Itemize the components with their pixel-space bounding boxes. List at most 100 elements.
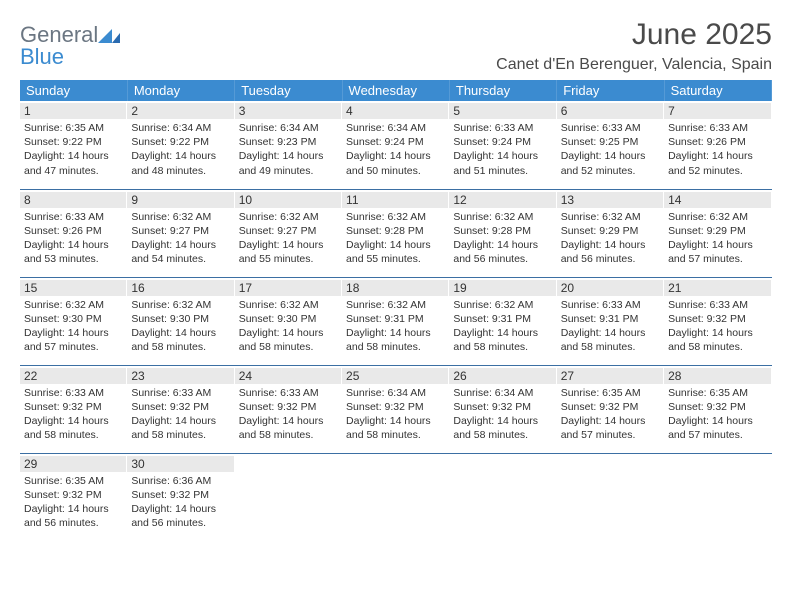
sunset-text: Sunset: 9:31 PM — [561, 312, 660, 326]
day-details: Sunrise: 6:33 AMSunset: 9:26 PMDaylight:… — [668, 121, 767, 178]
sunset-text: Sunset: 9:26 PM — [668, 135, 767, 149]
weekday-header: Saturday — [664, 80, 771, 101]
day-number: 23 — [127, 368, 234, 384]
sunset-text: Sunset: 9:25 PM — [561, 135, 660, 149]
day-number: 25 — [342, 368, 449, 384]
calendar-day-cell — [342, 453, 449, 541]
sunset-text: Sunset: 9:32 PM — [668, 400, 767, 414]
day-number: 2 — [127, 103, 234, 119]
day-details: Sunrise: 6:32 AMSunset: 9:31 PMDaylight:… — [346, 298, 445, 355]
calendar-day-cell: 9Sunrise: 6:32 AMSunset: 9:27 PMDaylight… — [127, 189, 234, 277]
calendar-day-cell: 7Sunrise: 6:33 AMSunset: 9:26 PMDaylight… — [664, 101, 771, 189]
day-details: Sunrise: 6:33 AMSunset: 9:32 PMDaylight:… — [668, 298, 767, 355]
day-number: 18 — [342, 280, 449, 296]
sunrise-text: Sunrise: 6:33 AM — [668, 121, 767, 135]
daylight-text: Daylight: 14 hours and 52 minutes. — [561, 149, 660, 177]
daylight-text: Daylight: 14 hours and 55 minutes. — [239, 238, 338, 266]
sunrise-text: Sunrise: 6:35 AM — [561, 386, 660, 400]
logo-mark-icon — [98, 22, 120, 47]
sunset-text: Sunset: 9:23 PM — [239, 135, 338, 149]
day-details: Sunrise: 6:36 AMSunset: 9:32 PMDaylight:… — [131, 474, 230, 531]
sunrise-text: Sunrise: 6:32 AM — [131, 298, 230, 312]
sunrise-text: Sunrise: 6:32 AM — [346, 210, 445, 224]
sunrise-text: Sunrise: 6:33 AM — [239, 386, 338, 400]
daylight-text: Daylight: 14 hours and 57 minutes. — [24, 326, 123, 354]
calendar-day-cell — [235, 453, 342, 541]
sunrise-text: Sunrise: 6:32 AM — [453, 298, 552, 312]
calendar-day-cell: 8Sunrise: 6:33 AMSunset: 9:26 PMDaylight… — [20, 189, 127, 277]
day-number: 13 — [557, 192, 664, 208]
logo: General Blue — [20, 24, 120, 68]
sunset-text: Sunset: 9:30 PM — [239, 312, 338, 326]
daylight-text: Daylight: 14 hours and 56 minutes. — [561, 238, 660, 266]
sunset-text: Sunset: 9:32 PM — [24, 400, 123, 414]
day-number: 29 — [20, 456, 127, 472]
page-title: June 2025 — [496, 18, 772, 52]
day-details: Sunrise: 6:32 AMSunset: 9:27 PMDaylight:… — [239, 210, 338, 267]
daylight-text: Daylight: 14 hours and 58 minutes. — [239, 414, 338, 442]
calendar-day-cell: 28Sunrise: 6:35 AMSunset: 9:32 PMDayligh… — [664, 365, 771, 453]
daylight-text: Daylight: 14 hours and 58 minutes. — [453, 326, 552, 354]
calendar-day-cell: 11Sunrise: 6:32 AMSunset: 9:28 PMDayligh… — [342, 189, 449, 277]
calendar-day-cell: 15Sunrise: 6:32 AMSunset: 9:30 PMDayligh… — [20, 277, 127, 365]
sunset-text: Sunset: 9:24 PM — [346, 135, 445, 149]
day-number: 9 — [127, 192, 234, 208]
sunrise-text: Sunrise: 6:33 AM — [24, 210, 123, 224]
calendar-day-cell: 3 Sunrise: 6:34 AMSunset: 9:23 PMDaylight… — [235, 101, 342, 189]
calendar-day-cell: 20Sunrise: 6:33 AMSunset: 9:31 PMDayligh… — [557, 277, 664, 365]
day-details: Sunrise: 6:33 AMSunset: 9:32 PMDaylight:… — [24, 386, 123, 443]
daylight-text: Daylight: 14 hours and 57 minutes. — [668, 238, 767, 266]
day-details: Sunrise: 6:32 AMSunset: 9:28 PMDaylight:… — [453, 210, 552, 267]
day-details: Sunrise: 6:35 AMSunset: 9:32 PMDaylight:… — [668, 386, 767, 443]
day-details: Sunrise: 6:33 AMSunset: 9:32 PMDaylight:… — [131, 386, 230, 443]
calendar-day-cell: 29 Sunrise: 6:35 AMSunset: 9:32 PMDayligh… — [20, 453, 127, 541]
weekday-header: Thursday — [449, 80, 556, 101]
calendar-table: Sunday Monday Tuesday Wednesday Thursday… — [20, 80, 772, 541]
weekday-header: Sunday — [20, 80, 127, 101]
day-details: Sunrise: 6:35 AMSunset: 9:32 PMDaylight:… — [24, 474, 123, 531]
daylight-text: Daylight: 14 hours and 58 minutes. — [239, 326, 338, 354]
logo-text: General Blue — [20, 24, 120, 68]
day-details: Sunrise: 6:32 AMSunset: 9:30 PMDaylight:… — [239, 298, 338, 355]
sunset-text: Sunset: 9:27 PM — [131, 224, 230, 238]
day-details: Sunrise: 6:32 AMSunset: 9:30 PMDaylight:… — [131, 298, 230, 355]
day-details: Sunrise: 6:32 AMSunset: 9:29 PMDaylight:… — [561, 210, 660, 267]
day-details: Sunrise: 6:33 AMSunset: 9:25 PMDaylight:… — [561, 121, 660, 178]
sunset-text: Sunset: 9:30 PM — [131, 312, 230, 326]
daylight-text: Daylight: 14 hours and 53 minutes. — [24, 238, 123, 266]
day-number: 19 — [449, 280, 556, 296]
title-block: June 2025 Canet d'En Berenguer, Valencia… — [496, 18, 772, 74]
day-details: Sunrise: 6:34 AMSunset: 9:23 PMDaylight:… — [239, 121, 338, 178]
logo-text-b: Blue — [20, 44, 64, 69]
calendar-day-cell: 17 Sunrise: 6:32 AMSunset: 9:30 PMDayligh… — [235, 277, 342, 365]
sunrise-text: Sunrise: 6:33 AM — [24, 386, 123, 400]
calendar-day-cell — [664, 453, 771, 541]
daylight-text: Daylight: 14 hours and 58 minutes. — [24, 414, 123, 442]
sunset-text: Sunset: 9:32 PM — [131, 400, 230, 414]
day-number: 22 — [20, 368, 127, 384]
day-number: 26 — [449, 368, 556, 384]
calendar-body: 1 Sunrise: 6:35 AM Sunset: 9:22 PM Daylight… — [20, 101, 772, 541]
day-number: 1 — [20, 103, 127, 119]
sunset-text: Sunset: 9:32 PM — [239, 400, 338, 414]
sunset-text: Sunset: 9:28 PM — [453, 224, 552, 238]
day-details: Sunrise: 6:34 AMSunset: 9:32 PMDaylight:… — [346, 386, 445, 443]
calendar-day-cell: 5Sunrise: 6:33 AMSunset: 9:24 PMDaylight… — [449, 101, 556, 189]
weekday-header-row: Sunday Monday Tuesday Wednesday Thursday… — [20, 80, 772, 101]
calendar-day-cell: 2Sunrise: 6:34 AMSunset: 9:22 PMDaylight… — [127, 101, 234, 189]
sunset-text: Sunset: 9:28 PM — [346, 224, 445, 238]
calendar-day-cell: 12Sunrise: 6:32 AMSunset: 9:28 PMDayligh… — [449, 189, 556, 277]
day-details: Sunrise: 6:32 AMSunset: 9:28 PMDaylight:… — [346, 210, 445, 267]
day-number: 17 — [235, 280, 342, 296]
sunrise-text: Sunrise: 6:34 AM — [346, 386, 445, 400]
calendar-day-cell: 13 Sunrise: 6:32 AMSunset: 9:29 PMDayligh… — [557, 189, 664, 277]
daylight-text: Daylight: 14 hours and 50 minutes. — [346, 149, 445, 177]
sunset-text: Sunset: 9:30 PM — [24, 312, 123, 326]
day-number: 14 — [664, 192, 771, 208]
daylight-text: Daylight: 14 hours and 58 minutes. — [668, 326, 767, 354]
sunset-text: Sunset: 9:32 PM — [561, 400, 660, 414]
day-number: 3 — [235, 103, 342, 119]
day-details: Sunrise: 6:33 AMSunset: 9:26 PMDaylight:… — [24, 210, 123, 267]
sunset-text: Sunset: 9:22 PM — [24, 135, 123, 149]
day-details: Sunrise: 6:35 AMSunset: 9:32 PMDaylight:… — [561, 386, 660, 443]
